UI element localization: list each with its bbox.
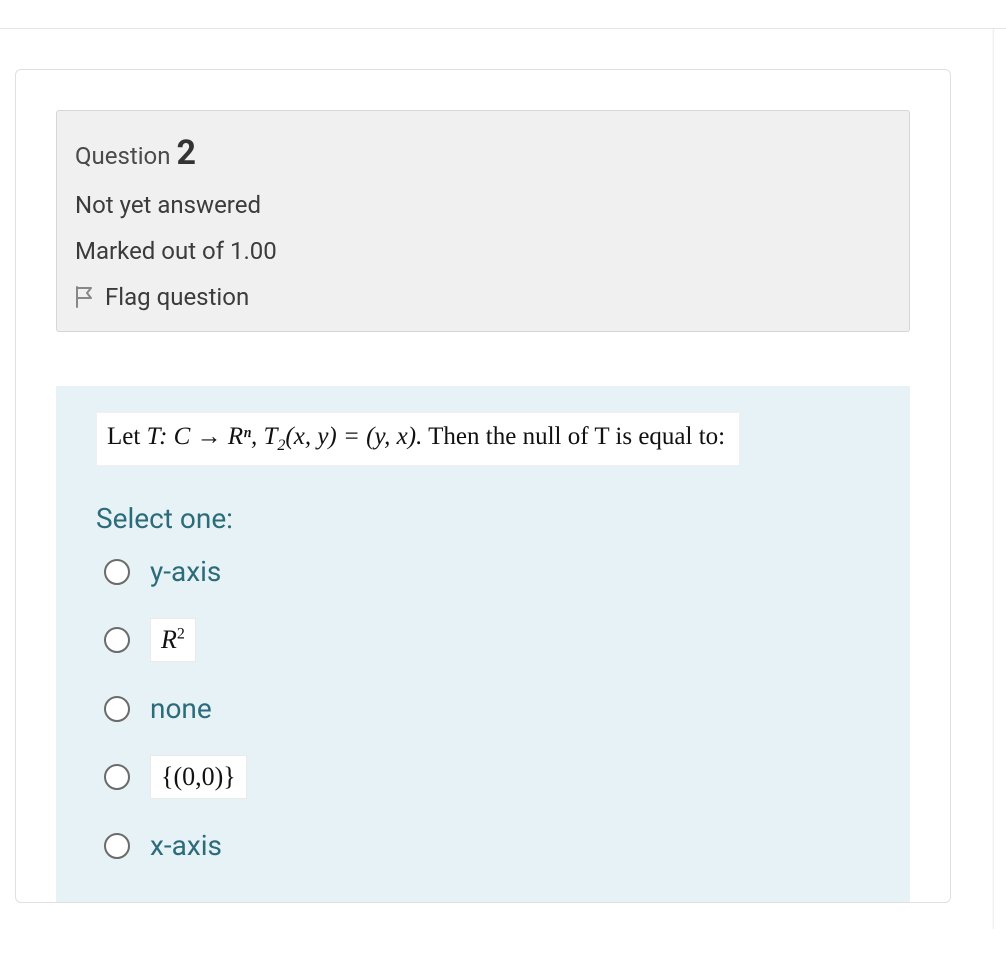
option-b-sup: 2 [177,625,185,642]
flag-icon [75,285,95,309]
options-list: y-axis R2 none {(0,0)} [104,555,910,862]
question-info-box: Question 2 Not yet answered Marked out o… [56,110,910,332]
option-b-label: R2 [150,618,196,662]
question-number-line: Question 2 [75,133,891,173]
question-text: Let T: C → Rⁿ, T2(x, y) = (y, x). Then t… [96,412,740,466]
radio-b[interactable] [104,627,130,653]
option-b[interactable]: R2 [104,618,910,662]
q-args: (x, y) = (y, x). [285,423,422,450]
select-one-label: Select one: [96,502,910,535]
q-map: T: C → Rⁿ, T [147,423,278,450]
question-number: 2 [176,133,196,173]
option-d-label: {(0,0)} [150,755,247,799]
radio-c[interactable] [104,696,130,722]
q-prefix: Let [107,423,147,450]
page-container: Question 2 Not yet answered Marked out o… [0,28,1006,929]
option-a[interactable]: y-axis [104,555,910,588]
radio-e[interactable] [104,833,130,859]
radio-a[interactable] [104,559,130,585]
option-a-label: y-axis [150,555,221,588]
option-c[interactable]: none [104,692,910,725]
option-d[interactable]: {(0,0)} [104,755,910,799]
question-text-wrap: Let T: C → Rⁿ, T2(x, y) = (y, x). Then t… [96,412,910,466]
question-card: Question 2 Not yet answered Marked out o… [15,69,951,903]
question-marks: Marked out of 1.00 [75,237,891,265]
flag-question-label: Flag question [105,283,249,311]
question-content: Let T: C → Rⁿ, T 2 (x, y) = (y, x). Then t… [56,386,910,902]
option-c-label: none [150,692,212,725]
option-e-label: x-axis [150,829,222,862]
radio-d[interactable] [104,764,130,790]
option-e[interactable]: x-axis [104,829,910,862]
q-tail: Then the null of T is equal to: [428,423,725,450]
flag-question-link[interactable]: Flag question [75,283,891,311]
question-status: Not yet answered [75,191,891,219]
question-label: Question [75,142,170,170]
option-b-base: R [161,625,177,654]
scroll-shadow [992,29,994,929]
